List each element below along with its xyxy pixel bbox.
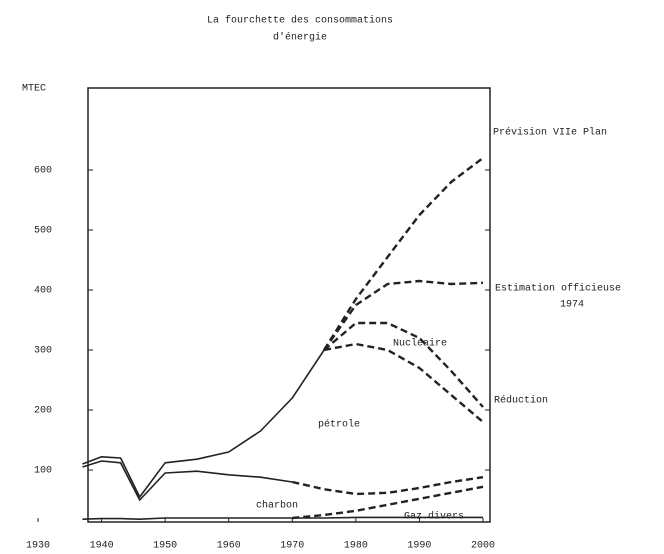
series-line <box>292 476 484 496</box>
annotation: Nucléaire <box>393 338 447 350</box>
series-line <box>82 516 483 520</box>
y-tick-label: 200 <box>34 406 52 417</box>
annotation: 1974 <box>560 300 584 311</box>
x-tick-label: 2000 <box>471 541 495 552</box>
annotation: Estimation officieuse <box>495 283 621 295</box>
x-tick-label: 1960 <box>217 541 241 552</box>
annotation: pétrole <box>318 419 360 431</box>
series-line <box>323 342 484 423</box>
x-tick-label: 1990 <box>407 541 431 552</box>
annotation: charbon <box>256 500 298 512</box>
series-line <box>323 321 484 408</box>
chart-title: La fourchette des consommations <box>207 15 393 27</box>
plot-frame <box>87 87 491 523</box>
x-tick-label: 1970 <box>280 541 304 552</box>
series-line <box>323 279 484 351</box>
x-tick-label: 1930 <box>26 541 50 552</box>
series-line <box>82 460 293 501</box>
x-tick-label: 1950 <box>153 541 177 552</box>
annotation: Prévision VIIe Plan <box>493 127 607 139</box>
y-axis-label: MTEC <box>22 84 46 95</box>
chart-title: d'énergie <box>273 32 327 44</box>
y-tick-label: 300 <box>34 346 52 357</box>
y-tick-label: 600 <box>34 166 52 177</box>
annotation: Réduction <box>494 395 548 407</box>
y-tick-label: 400 <box>34 286 52 297</box>
annotation: Gaz.divers <box>404 511 464 523</box>
x-tick-label: 1980 <box>344 541 368 552</box>
y-tick-label: 500 <box>34 226 52 237</box>
x-tick-label: 1940 <box>90 541 114 552</box>
series-line <box>323 157 484 351</box>
series-line <box>82 349 325 498</box>
y-tick-label: 100 <box>34 466 52 477</box>
